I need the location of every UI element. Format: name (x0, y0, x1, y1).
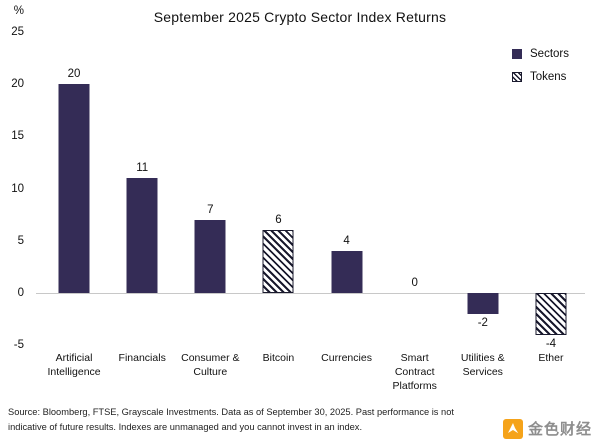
bar-column: 4 (313, 32, 381, 345)
source-note: Source: Bloomberg, FTSE, Grayscale Inves… (8, 405, 454, 435)
bar-column: 20 (40, 32, 108, 345)
x-axis-labels: Artificial Intelligence Financials Consume… (40, 352, 585, 394)
y-tick-label: 20 (11, 78, 24, 91)
bar-value-label: 0 (411, 276, 418, 289)
bar-bitcoin (262, 230, 294, 293)
category-label: Smart Contract Platforms (392, 352, 437, 392)
bar-column: -2 (449, 32, 517, 345)
bar-value-label: -4 (545, 337, 557, 350)
tokens-swatch-icon (512, 72, 522, 82)
y-tick-label: 15 (11, 130, 24, 143)
category-label: Artificial Intelligence (47, 352, 101, 378)
legend-item-tokens: Tokens (512, 71, 569, 83)
y-tick-label: -5 (13, 339, 24, 351)
category-label: Utilities & Services (460, 352, 505, 378)
bar-column: -4 (517, 32, 585, 350)
source-line-1: Source: Bloomberg, FTSE, Grayscale Inves… (8, 407, 454, 417)
y-tick-label: 25 (11, 26, 24, 38)
chart-title: September 2025 Crypto Sector Index Retur… (153, 9, 447, 25)
category-label: Currencies (321, 352, 372, 364)
y-tick-label: 10 (11, 182, 24, 195)
legend: Sectors Tokens (512, 48, 569, 94)
bar-financials (126, 178, 158, 293)
zero-axis-line (36, 292, 585, 294)
bar-currencies (331, 251, 363, 293)
y-tick-label: 5 (17, 234, 24, 247)
category-label: Ether (538, 352, 564, 364)
bar-column: 6 (244, 32, 312, 345)
legend-label-tokens: Tokens (530, 71, 567, 83)
bar-value-label: 7 (207, 203, 214, 216)
bar-consumer-culture (194, 219, 226, 293)
bar-value-label: -2 (477, 316, 488, 329)
legend-label-sectors: Sectors (530, 48, 569, 60)
category-label: Bitcoin (262, 352, 295, 364)
watermark: 金色财经 (499, 416, 595, 441)
y-axis-unit-label: % (13, 5, 24, 17)
bar-ether (535, 292, 567, 335)
jinse-finance-logo-icon (502, 418, 523, 439)
bar-value-label: 4 (343, 235, 350, 248)
category-label: Consumer & Culture (181, 352, 240, 378)
bar-value-label: 6 (275, 214, 282, 227)
bar-column: 0 (381, 32, 449, 345)
bar-column: 11 (108, 32, 176, 345)
bar-utilities-services (467, 292, 499, 314)
bar-value-label: 11 (136, 162, 149, 175)
sectors-swatch-icon (512, 49, 522, 59)
bar-column: 7 (176, 32, 244, 345)
source-line-2: indicative of future results. Indexes ar… (8, 421, 363, 432)
watermark-text: 金色财经 (527, 421, 592, 438)
y-axis: 25 20 15 10 5 0 -5 (0, 26, 24, 351)
y-tick-label: 0 (17, 286, 24, 299)
plot-area: Sectors Tokens 20 11 7 6 4 0 -2 -4 (36, 32, 585, 350)
bar-artificial-intelligence (58, 84, 90, 293)
bar-value-label: 20 (67, 68, 81, 81)
category-label: Financials (118, 352, 166, 364)
legend-item-sectors: Sectors (512, 48, 569, 60)
